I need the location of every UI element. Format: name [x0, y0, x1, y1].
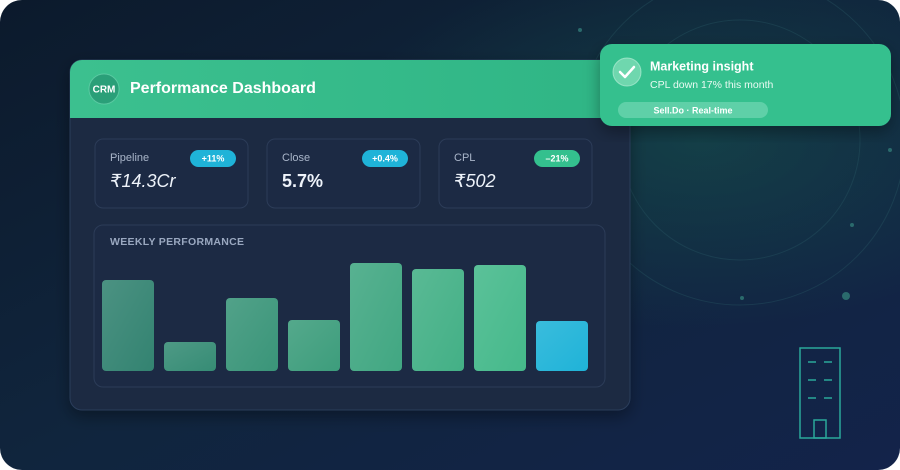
- kpi-change: +11%: [202, 153, 225, 163]
- bar-shine: [474, 265, 526, 371]
- notification-tag: Sell.Do · Real-time: [653, 105, 732, 115]
- kpi-change: +0.4%: [372, 153, 398, 163]
- kpi-label: CPL: [454, 152, 475, 164]
- kpi-change: –21%: [545, 153, 568, 163]
- kpi-badge: [362, 150, 408, 167]
- bar-shine: [350, 263, 402, 371]
- bar-shine: [102, 280, 154, 371]
- kpi-label: Pipeline: [110, 152, 149, 164]
- check-icon: [618, 65, 636, 79]
- notification-tag-pill: [618, 102, 768, 118]
- logo: CRM: [93, 85, 116, 96]
- dashboard-header: [70, 60, 630, 118]
- bar-shine: [412, 269, 464, 371]
- kpi-value: 5.7%: [282, 171, 323, 191]
- logo-badge: [88, 73, 120, 105]
- bars: [102, 263, 588, 371]
- kpi-badge: [190, 150, 236, 167]
- notification-text: CPL down 17% this month: [650, 79, 774, 91]
- kpi-label: Close: [282, 152, 310, 164]
- chart-title: WEEKLY PERFORMANCE: [110, 236, 244, 248]
- notification-title: Marketing insight: [650, 59, 754, 73]
- building-icon: [799, 347, 841, 439]
- bar-shine: [288, 320, 340, 371]
- kpi-value: ₹14.3Cr: [110, 171, 176, 191]
- kpi-row: Pipeline +11% ₹14.3Cr Close +0.4% 5.7% CPL –21%…: [94, 138, 593, 209]
- bar-shine: [536, 321, 588, 371]
- kpi-value: ₹502: [454, 171, 495, 191]
- bar-shine: [226, 298, 278, 371]
- bar-shine: [164, 342, 216, 371]
- check-circle: [612, 57, 642, 87]
- decor-dots: [578, 28, 892, 300]
- kpi-badge: [534, 150, 580, 167]
- dashboard-title: Performance Dashboard: [130, 80, 316, 97]
